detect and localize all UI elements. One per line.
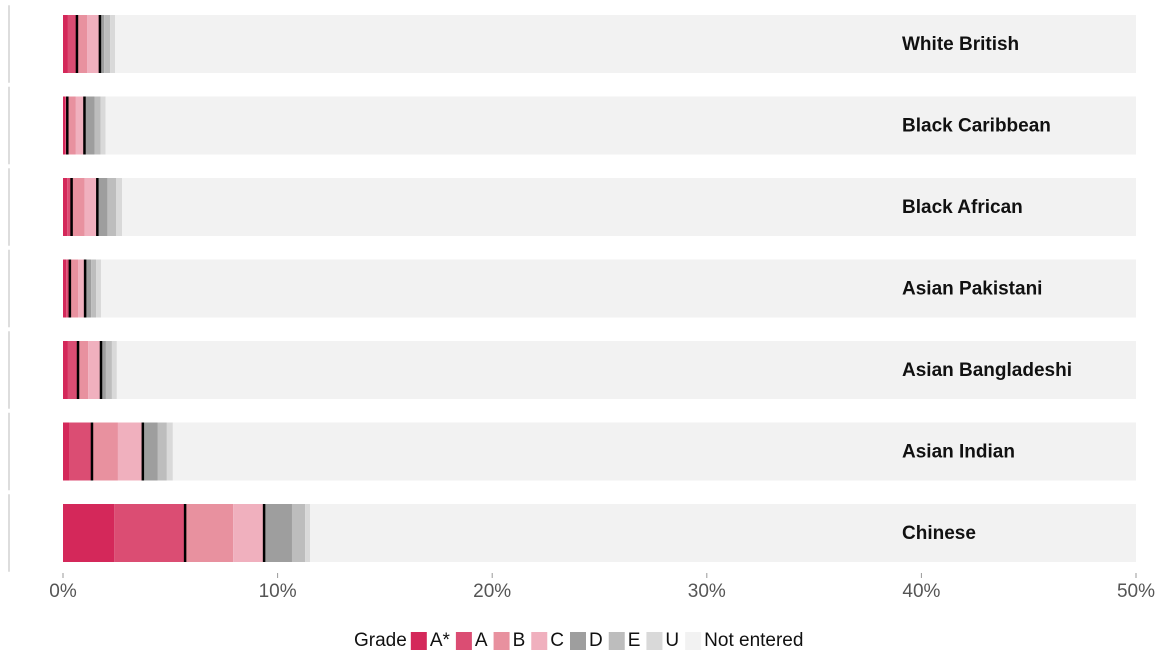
bar-segment [100,341,106,399]
x-tick-label: 50% [1117,581,1155,602]
legend-label: D [589,630,603,651]
x-tick-label: 30% [688,581,726,602]
legend-swatch [455,632,472,650]
legend-label: E [628,630,641,651]
legend-label: A [475,630,488,651]
bar-segment [97,178,108,236]
bar-segment [116,178,123,236]
category-label: Asian Bangladeshi [902,360,1072,381]
legend-swatch [493,632,510,650]
bar-segment [116,341,1136,399]
bar-segment [96,259,101,318]
category-label: White British [902,34,1019,55]
bar-segment [264,504,292,562]
bar-segment [84,178,98,236]
bar-segment [99,15,105,73]
legend-swatch [410,632,427,650]
bar-segment [110,15,116,73]
bar-segment [185,504,234,562]
bar-segment [69,422,92,481]
category-label: Chinese [902,523,976,544]
bar-segment [91,259,97,318]
bar-segment [88,341,101,399]
x-tick-label: 10% [259,581,297,602]
bar-segment [111,341,117,399]
x-tick-label: 40% [902,581,940,602]
bar-segment [166,422,173,481]
bar-segment [78,259,86,318]
bar-segment [67,15,77,73]
bar-segment [107,178,117,236]
legend-swatch [531,632,548,650]
legend-label: B [513,630,526,651]
category-label: Asian Pakistani [902,279,1042,300]
bar-segment [67,96,76,155]
bar-segment [115,15,1136,73]
bar-segment [100,259,1136,318]
bar-segment [91,422,118,481]
bar-segment [67,341,79,399]
bar-segment [172,422,1136,481]
legend-label: Not entered [704,630,803,651]
legend-swatch [685,632,702,650]
legend-swatch [570,632,586,650]
bar-segment [78,341,89,399]
bar-segment [105,96,1136,155]
x-tick-label: 0% [49,581,77,602]
bar-segment [69,259,79,318]
bar-segment [87,15,100,73]
bar-segment [114,504,186,562]
category-label: Asian Indian [902,442,1015,463]
bar-segment [157,422,167,481]
legend-swatch [608,632,625,650]
plot-area [63,15,1136,562]
legend-label: C [550,630,564,651]
bar-segment [63,178,68,236]
bar-segment [122,178,1136,236]
bar-segment [71,178,85,236]
bar-segment [76,15,88,73]
bar-segment [233,504,265,562]
bar-segment [117,422,143,481]
bar-segment [67,178,72,236]
bar-segment [85,259,92,318]
bar-segment [75,96,85,155]
bar-segment [291,504,306,562]
legend-swatch [646,632,663,650]
bar-segment [310,504,1136,562]
bar-segment [63,504,115,562]
bar-segment [105,341,112,399]
x-tick-label: 20% [473,581,511,602]
bar-segment [84,96,95,155]
bar-segment [63,15,68,73]
category-label: Black African [902,197,1023,218]
bar-segment [142,422,158,481]
bar-segment [305,504,311,562]
legend-title: Grade [354,630,407,651]
bar-segment [94,96,101,155]
bar-segment [104,15,111,73]
bar-segment [63,341,68,399]
legend-label: A* [430,630,451,651]
category-label: Black Caribbean [902,116,1051,137]
legend-label: U [665,630,679,651]
bar-segment [63,259,67,318]
bar-segment [100,96,106,155]
bar-segment [63,422,70,481]
bar-segment [66,259,70,318]
bar-segment [63,96,66,155]
